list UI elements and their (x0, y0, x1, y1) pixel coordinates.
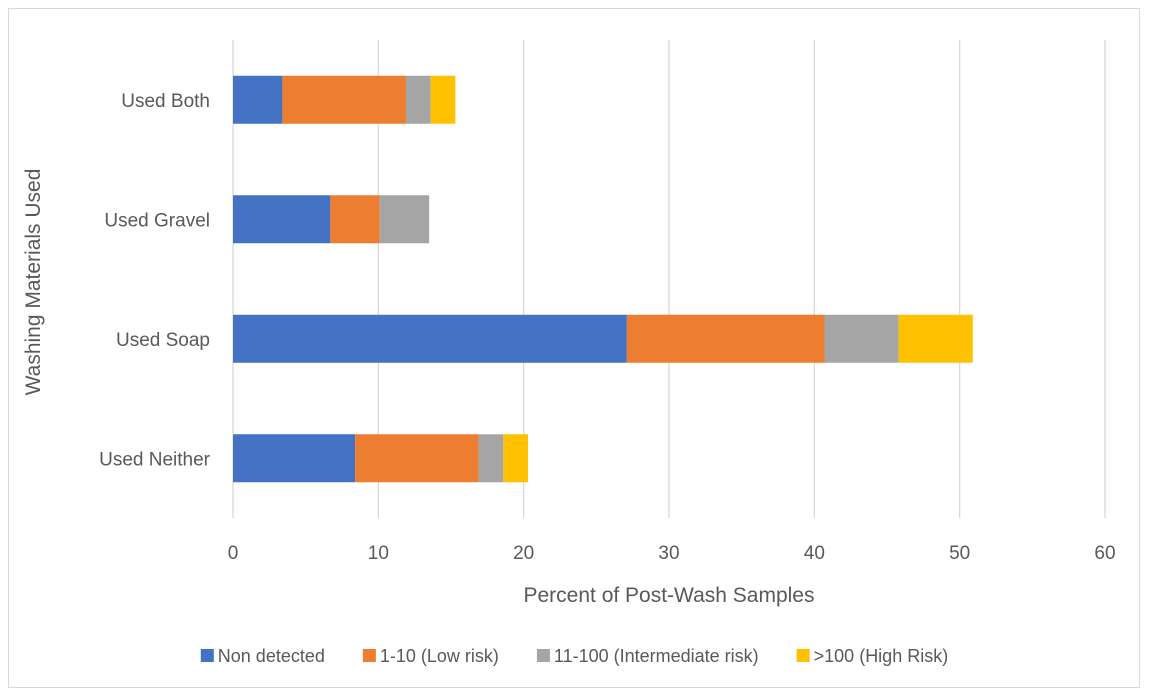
x-tick-label: 50 (949, 543, 970, 564)
x-axis-ticks: 0 10 20 30 40 50 60 (228, 543, 1116, 564)
bar-segment (233, 434, 356, 483)
legend-item: 11-100 (Intermediate risk) (536, 646, 759, 666)
legend-label: Non detected (218, 646, 325, 666)
category-label: Used Gravel (104, 210, 210, 231)
category-label: Used Both (121, 91, 210, 112)
legend-swatch (200, 649, 214, 662)
legend-label: >100 (High Risk) (814, 646, 949, 666)
bar-segment (282, 75, 406, 124)
x-tick-label: 40 (804, 543, 825, 564)
bar-segment (478, 434, 504, 483)
bar-segment (898, 314, 973, 363)
legend-item: 1-10 (Low risk) (362, 646, 499, 666)
x-tick-label: 60 (1094, 543, 1115, 564)
x-tick-label: 20 (513, 543, 534, 564)
bar-segment (626, 314, 825, 363)
bar-segment (330, 195, 380, 244)
bar-segment (430, 75, 456, 124)
legend: Non detected 1-10 (Low risk) 11-100 (Inter… (200, 646, 949, 666)
bar-segment (824, 314, 899, 363)
x-tick-label: 0 (228, 543, 239, 564)
legend-label: 11-100 (Intermediate risk) (554, 646, 759, 666)
category-label: Used Neither (99, 449, 211, 470)
bar-segment (233, 314, 627, 363)
legend-swatch (536, 649, 550, 662)
x-tick-label: 10 (368, 543, 389, 564)
x-axis-title: Percent of Post-Wash Samples (523, 584, 814, 607)
category-label: Used Soap (116, 330, 210, 351)
bar-segment (355, 434, 479, 483)
bars (233, 75, 973, 483)
legend-label: 1-10 (Low risk) (380, 646, 499, 666)
x-tick-label: 30 (658, 543, 679, 564)
legend-swatch (362, 649, 376, 662)
bar-segment (503, 434, 529, 483)
bar-segment (233, 75, 283, 124)
legend-swatch (796, 649, 810, 662)
bar-segment (405, 75, 431, 124)
legend-item: >100 (High Risk) (796, 646, 949, 666)
legend-item: Non detected (200, 646, 325, 666)
bar-segment (233, 195, 331, 244)
bar-segment (379, 195, 430, 244)
y-axis-title: Washing Materials Used (22, 169, 45, 396)
category-labels: Used Neither Used Soap Used Gravel Used Bot… (99, 91, 211, 471)
